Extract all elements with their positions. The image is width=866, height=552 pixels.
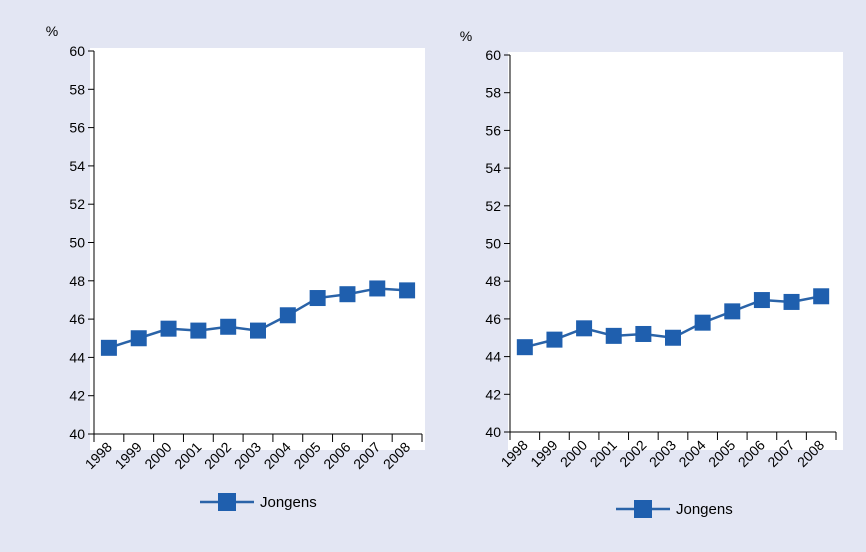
data-point: [130, 330, 147, 347]
data-point: [100, 339, 117, 356]
y-tick-label: 44: [69, 349, 85, 365]
y-tick-label: 42: [485, 386, 501, 402]
data-point: [783, 293, 800, 310]
data-point: [279, 307, 296, 324]
y-tick-label: 54: [485, 160, 501, 176]
data-point: [813, 288, 830, 305]
y-tick-label: 48: [485, 273, 501, 289]
y-tick-label: 44: [485, 349, 501, 365]
data-point: [220, 318, 237, 335]
data-point: [369, 280, 386, 297]
y-tick-label: 60: [69, 43, 85, 59]
data-point: [339, 286, 356, 303]
y-tick-label: 40: [69, 426, 85, 442]
y-tick-label: 54: [69, 158, 85, 174]
data-point: [160, 320, 177, 337]
y-tick-label: 40: [485, 424, 501, 440]
y-tick-label: 46: [69, 311, 85, 327]
y-axis-unit-label: %: [460, 28, 472, 44]
y-tick-label: 58: [69, 81, 85, 97]
legend-marker: [218, 493, 236, 511]
y-tick-label: 56: [69, 120, 85, 136]
plot-area: [508, 52, 843, 450]
chart-right: %404244464850525456586019981999200020012…: [460, 28, 843, 518]
y-tick-label: 58: [485, 85, 501, 101]
y-tick-label: 50: [485, 236, 501, 252]
y-tick-label: 60: [485, 47, 501, 63]
y-tick-label: 50: [69, 235, 85, 251]
data-point: [250, 322, 266, 339]
data-point: [576, 320, 593, 337]
data-point: [665, 329, 681, 346]
data-point: [399, 282, 416, 299]
data-point: [190, 322, 207, 339]
chart-left: %404244464850525456586019981999200020012…: [46, 23, 425, 511]
y-tick-label: 52: [69, 196, 85, 212]
data-point: [694, 314, 711, 331]
y-tick-label: 42: [69, 388, 85, 404]
y-axis-unit-label: %: [46, 23, 58, 39]
data-point: [753, 292, 770, 309]
data-point: [516, 339, 533, 356]
data-point: [605, 327, 622, 344]
legend-label: Jongens: [260, 494, 317, 511]
data-point: [724, 303, 741, 320]
y-tick-label: 46: [485, 311, 501, 327]
y-tick-label: 52: [485, 198, 501, 214]
data-point: [635, 325, 652, 342]
y-tick-label: 48: [69, 273, 85, 289]
data-point: [309, 290, 326, 307]
legend-label: Jongens: [676, 501, 733, 518]
y-tick-label: 56: [485, 122, 501, 138]
data-point: [546, 331, 563, 348]
plot-area: [90, 48, 425, 450]
legend-marker: [634, 500, 652, 518]
